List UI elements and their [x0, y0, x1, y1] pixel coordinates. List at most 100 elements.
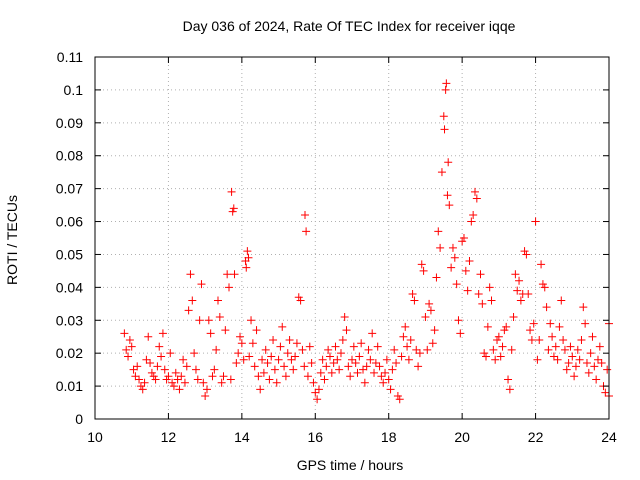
data-point — [155, 342, 164, 351]
data-point — [125, 336, 134, 345]
data-point — [540, 283, 549, 292]
data-point — [353, 368, 362, 377]
data-point — [483, 322, 492, 331]
data-point — [173, 375, 182, 384]
y-tick-label: 0.08 — [56, 148, 83, 164]
data-point — [498, 342, 507, 351]
data-point — [267, 352, 276, 361]
data-point — [436, 243, 445, 252]
y-tick-label: 0.05 — [56, 246, 83, 262]
data-point — [522, 250, 531, 259]
data-point — [601, 388, 610, 397]
data-point — [456, 329, 465, 338]
data-point — [553, 355, 562, 364]
data-point — [448, 243, 457, 252]
data-point — [242, 263, 251, 272]
data-point — [500, 326, 509, 335]
x-tick-label: 10 — [87, 429, 103, 445]
data-point — [278, 322, 287, 331]
data-point — [120, 329, 129, 338]
data-point — [351, 359, 360, 368]
data-point — [280, 362, 289, 371]
data-point — [586, 349, 595, 358]
data-point — [526, 326, 535, 335]
data-point — [590, 362, 599, 371]
data-point — [531, 217, 540, 226]
x-tick-label: 24 — [601, 429, 617, 445]
data-point — [333, 355, 342, 364]
data-point — [384, 375, 393, 384]
data-point — [127, 342, 136, 351]
data-point — [169, 382, 178, 391]
data-point — [432, 273, 441, 282]
data-point — [529, 319, 538, 328]
data-point — [450, 253, 459, 262]
x-tick-label: 22 — [528, 429, 544, 445]
data-point — [199, 378, 208, 387]
data-point — [221, 326, 230, 335]
data-point — [243, 247, 252, 256]
data-point — [195, 316, 204, 325]
data-point — [546, 319, 555, 328]
data-point — [146, 359, 155, 368]
data-point — [269, 336, 278, 345]
data-point — [272, 378, 281, 387]
data-point — [258, 355, 267, 364]
data-point — [131, 372, 140, 381]
data-point — [289, 365, 298, 374]
data-point — [403, 342, 412, 351]
data-point — [227, 187, 236, 196]
data-point — [122, 345, 131, 354]
chart-title: Day 036 of 2024, Rate Of TEC Index for r… — [183, 18, 516, 34]
data-point — [476, 270, 485, 279]
data-point — [193, 375, 202, 384]
y-tick-label: 0.01 — [56, 378, 83, 394]
data-point — [527, 336, 536, 345]
data-point — [421, 312, 430, 321]
data-point — [368, 329, 377, 338]
data-point — [325, 352, 334, 361]
data-point — [336, 349, 345, 358]
data-point — [307, 359, 316, 368]
data-point — [439, 112, 448, 121]
data-point — [555, 322, 564, 331]
data-point — [568, 352, 577, 361]
data-point — [404, 355, 413, 364]
data-point — [151, 375, 160, 384]
data-point — [397, 352, 406, 361]
data-point — [247, 316, 256, 325]
data-point — [213, 296, 222, 305]
data-point — [168, 378, 177, 387]
data-point — [135, 375, 144, 384]
data-point — [149, 372, 158, 381]
data-point — [263, 359, 272, 368]
data-point — [440, 125, 449, 134]
data-markers — [120, 79, 613, 404]
data-point — [516, 296, 525, 305]
data-point — [520, 247, 529, 256]
data-point — [375, 362, 384, 371]
data-point — [570, 372, 579, 381]
data-point — [442, 79, 451, 88]
data-point — [355, 352, 364, 361]
data-point — [425, 299, 434, 308]
data-point — [560, 345, 569, 354]
x-tick-label: 20 — [454, 429, 470, 445]
data-point — [447, 263, 456, 272]
data-point — [324, 345, 333, 354]
data-point — [179, 355, 188, 364]
data-point — [302, 227, 311, 236]
data-point — [219, 372, 228, 381]
data-point — [549, 352, 558, 361]
data-point — [259, 368, 268, 377]
data-point — [182, 362, 191, 371]
data-point — [348, 355, 356, 364]
data-point — [305, 342, 314, 351]
data-point — [392, 359, 401, 368]
data-point — [410, 296, 419, 305]
data-point — [254, 372, 263, 381]
data-point — [502, 322, 511, 331]
data-point — [158, 329, 167, 338]
data-point — [595, 342, 604, 351]
